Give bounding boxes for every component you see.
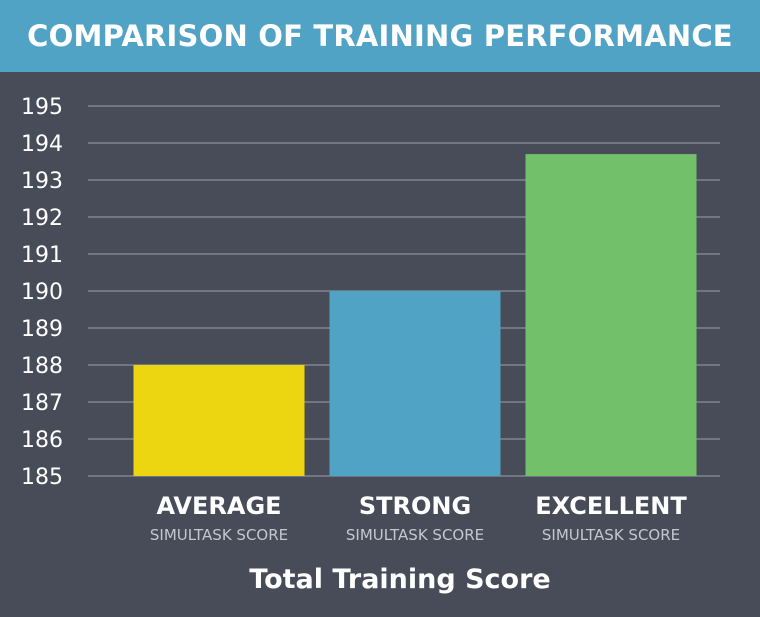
x-axis-title: Total Training Score bbox=[249, 564, 550, 595]
category-label: AVERAGE bbox=[156, 492, 281, 520]
y-tick-label: 187 bbox=[21, 391, 63, 416]
chart-header: COMPARISON OF TRAINING PERFORMANCE bbox=[0, 0, 760, 72]
category-subtitle: SIMULTASK SCORE bbox=[346, 526, 484, 544]
y-tick-label: 195 bbox=[21, 95, 63, 120]
category-subtitle: SIMULTASK SCORE bbox=[150, 526, 288, 544]
y-tick-label: 185 bbox=[21, 465, 63, 490]
y-tick-label: 192 bbox=[21, 206, 63, 231]
y-tick-label: 191 bbox=[21, 243, 63, 268]
y-axis-ticks: 185 186 187 188 189 190 191 192 193 194 195 bbox=[21, 95, 63, 490]
y-tick-label: 186 bbox=[21, 428, 63, 453]
bar-chart: 185 186 187 188 189 190 191 192 193 194 195 AVERAG… bbox=[21, 95, 720, 595]
y-tick-label: 188 bbox=[21, 354, 63, 379]
bar-average bbox=[133, 365, 305, 476]
y-tick-label: 190 bbox=[21, 280, 63, 305]
category-subtitle: SIMULTASK SCORE bbox=[542, 526, 680, 544]
chart-title: COMPARISON OF TRAINING PERFORMANCE bbox=[27, 19, 733, 53]
y-tick-label: 189 bbox=[21, 317, 63, 342]
x-axis-categories: AVERAGE SIMULTASK SCORE STRONG SIMULTASK SC… bbox=[150, 492, 687, 544]
category-label: EXCELLENT bbox=[535, 492, 687, 520]
category-label: STRONG bbox=[359, 492, 471, 520]
bars bbox=[133, 154, 697, 476]
y-tick-label: 193 bbox=[21, 169, 63, 194]
bar-excellent bbox=[525, 154, 697, 476]
y-tick-label: 194 bbox=[21, 132, 63, 157]
bar-strong bbox=[329, 291, 501, 476]
